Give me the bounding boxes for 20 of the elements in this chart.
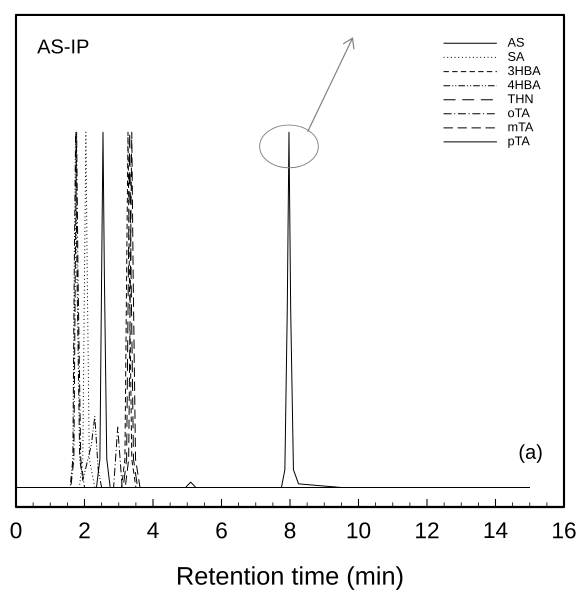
x-tick-label: 4 <box>147 522 159 538</box>
legend-label: THN <box>508 94 533 104</box>
legend-label: oTA <box>508 108 530 118</box>
legend-label: 3HBA <box>508 66 541 76</box>
x-tick-label: 2 <box>79 522 90 538</box>
x-tick-label: 6 <box>216 522 227 538</box>
x-tick-label: 14 <box>484 522 508 538</box>
x-tick-label: 16 <box>553 522 576 538</box>
legend-label: AS <box>508 38 524 47</box>
x-axis-title: Retention time (min) <box>178 566 402 590</box>
legend-label: mTA <box>508 122 534 132</box>
x-tick-label: 8 <box>284 522 296 538</box>
legend-label: SA <box>508 52 524 61</box>
legend-label: pTA <box>508 136 530 148</box>
x-tick-label: 12 <box>416 522 438 538</box>
annotation: (a) <box>520 444 542 463</box>
text: AS-IP <box>37 39 88 54</box>
x-tick-label: 10 <box>348 522 370 538</box>
legend-label: 4HBA <box>508 80 541 90</box>
x-tick-label: 0 <box>10 522 22 538</box>
